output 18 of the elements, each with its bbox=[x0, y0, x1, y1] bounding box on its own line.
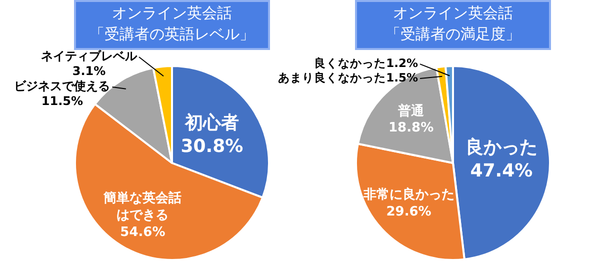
data-label: 54.6% bbox=[120, 224, 166, 240]
slice-label: あまり良くなかった1.5% bbox=[278, 70, 418, 84]
chart-title: オンライン英会話「受講者の英語レベル」 bbox=[90, 4, 254, 43]
data-label: 47.4% bbox=[470, 160, 533, 182]
data-label: 30.8% bbox=[180, 136, 244, 157]
data-label: 29.6% bbox=[386, 204, 432, 220]
data-label: 3.1% bbox=[72, 64, 106, 78]
slice-label: 良かった bbox=[465, 137, 538, 158]
data-label: 11.5% bbox=[41, 94, 84, 108]
slice-label: 良くなかった1.2% bbox=[314, 56, 418, 70]
slice-label: 初心者 bbox=[184, 112, 239, 134]
data-label: 18.8% bbox=[388, 120, 434, 136]
chart-title: オンライン英会話「受講者の満足度」 bbox=[386, 4, 520, 43]
slice-label: ネイティブレベル bbox=[41, 49, 138, 64]
slice-label: 普通 bbox=[397, 102, 426, 119]
slice-label: 簡単な英会話はできる bbox=[102, 190, 182, 223]
slice-label: ビジネスで使える bbox=[14, 79, 110, 94]
slice-label: 非常に良かった bbox=[362, 186, 454, 203]
